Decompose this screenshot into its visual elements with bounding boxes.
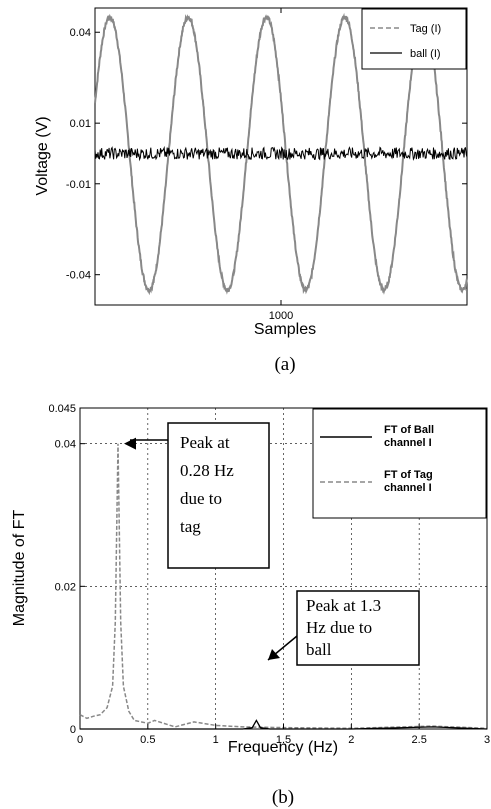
panel-b-ylabel: Magnitude of FT	[11, 510, 28, 627]
panel-b-xtick-label: 0	[77, 734, 83, 746]
panel-a-caption: (a)	[274, 354, 295, 375]
panel-b-xtick-label: 1.5	[276, 734, 291, 746]
annotation-arrowhead-ball	[268, 649, 280, 660]
panel-b-ytick-label: 0.045	[48, 403, 76, 415]
legend-label-ball-ft: FT of Ball channel I	[384, 424, 434, 449]
panel-a-legend: Tag (I) ball (I)	[361, 8, 467, 70]
panel-b-legend-box	[312, 408, 487, 519]
annotation-tag-peak: Peak at 0.28 Hz due to tag	[130, 422, 270, 569]
panel-a-xlabel: Samples	[254, 321, 316, 338]
panel-b-legend: FT of Ball channel I FT of Tag channel I	[312, 408, 487, 519]
panel-b-xtick-label: 2.5	[412, 734, 427, 746]
annotation-arrowhead-tag	[123, 437, 136, 450]
panel-b-ytick-label: 0	[70, 724, 76, 736]
panel-b-ytick-label: 0.04	[55, 439, 76, 451]
annotation-box-ball	[296, 590, 420, 666]
legend-label-ball: ball (I)	[410, 48, 441, 60]
panel-a-ytick-label: 0.01	[70, 118, 91, 130]
panel-b-xlabel: Frequency (Hz)	[228, 739, 338, 756]
panel-b-xtick-label: 1	[213, 734, 219, 746]
series-line-tag	[94, 12, 468, 296]
series-line-ball	[94, 145, 468, 162]
panel-b-xtick-label: 2	[348, 734, 354, 746]
panel-b-ytick-label: 0.02	[55, 581, 76, 593]
panel-a: -0.04 -0.01 0.01 0.04 1000 Samples Voltage …	[34, 7, 468, 375]
panel-b-caption: (b)	[272, 787, 294, 808]
series-line-ball-ft	[80, 719, 488, 730]
annotation-text-tag: Peak at 0.28 Hz due to tag	[180, 433, 234, 536]
panel-b-xtick-label: 0.5	[140, 734, 155, 746]
panel-b: 0 0.02 0.04 0.045 0 0.5 1 1.5 2 2.5 3 Frequency (…	[11, 403, 490, 808]
panel-a-legend-box	[361, 8, 467, 70]
panel-a-ytick-label: -0.01	[66, 179, 91, 191]
series-line-tag-ft	[79, 443, 488, 730]
panel-a-ytick-label: -0.04	[66, 270, 91, 282]
annotation-ball-peak: Peak at 1.3 Hz due to ball	[267, 590, 420, 666]
panel-b-xtick-label: 3	[484, 734, 490, 746]
annotation-box-tag	[167, 422, 270, 569]
annotation-text-ball: Peak at 1.3 Hz due to ball	[306, 596, 381, 659]
legend-label-tag: Tag (I)	[410, 23, 441, 35]
legend-label-tag-ft: FT of Tag channel I	[384, 469, 433, 494]
panel-a-xtick-label: 1000	[269, 310, 293, 322]
panel-a-ylabel: Voltage (V)	[34, 116, 51, 195]
panel-a-ytick-label: 0.04	[70, 27, 91, 39]
